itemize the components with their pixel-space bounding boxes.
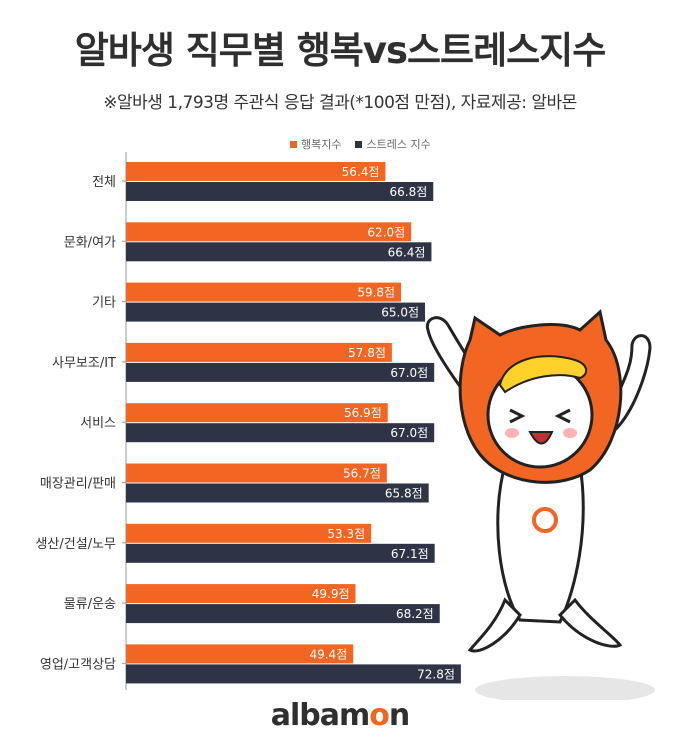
bar-happiness <box>126 463 387 483</box>
bar-happiness <box>126 523 372 543</box>
bar-happiness <box>126 584 356 604</box>
bar-happiness <box>126 162 386 181</box>
data-label-stress: 72.8점 <box>417 667 455 681</box>
data-label-happiness: 53.3점 <box>327 527 365 541</box>
category-label: 전체 <box>92 175 116 190</box>
data-label-happiness: 56.9점 <box>344 406 382 420</box>
bar-stress <box>126 182 434 201</box>
category-label: 생산/건설/노무 <box>35 537 116 552</box>
data-label-happiness: 57.8점 <box>348 346 386 360</box>
bar-happiness <box>126 403 388 423</box>
category-label: 문화/여가 <box>64 235 116 250</box>
bar-stress <box>126 423 435 443</box>
albamon-logo: albamon <box>270 698 411 733</box>
data-label-stress: 67.1점 <box>391 547 429 561</box>
data-label-stress: 65.0점 <box>381 306 419 320</box>
mascot-illustration <box>425 309 655 700</box>
legend-swatch-happiness <box>290 140 297 148</box>
category-label: 물류/운송 <box>64 597 116 612</box>
data-label-happiness: 49.9점 <box>312 587 350 601</box>
bar-happiness <box>126 644 354 664</box>
bar-stress <box>126 543 435 563</box>
category-label: 영업/고객상담 <box>40 657 116 672</box>
data-label-stress: 65.8점 <box>385 487 423 501</box>
page-subtitle: ※알바생 1,793명 주관식 응답 결과(*100점 만점), 자료제공: 알… <box>103 93 577 113</box>
data-label-stress: 67.0점 <box>390 366 428 380</box>
data-label-happiness: 62.0점 <box>367 225 405 239</box>
category-label: 기타 <box>92 296 116 311</box>
legend-label-stress: 스트레스 지수 <box>366 138 431 151</box>
legend-item-stress: 스트레스 지수 <box>355 136 431 152</box>
data-label-happiness: 56.7점 <box>343 467 381 481</box>
bar-stress <box>126 483 429 503</box>
data-label-happiness: 56.4점 <box>342 165 380 179</box>
bar-stress <box>126 664 461 684</box>
category-label: 서비스 <box>80 416 116 431</box>
data-label-stress: 66.4점 <box>388 245 426 259</box>
bar-stress <box>126 604 440 624</box>
bar-happiness <box>126 282 402 302</box>
data-label-stress: 66.8점 <box>390 185 428 199</box>
data-label-stress: 67.0점 <box>390 426 428 440</box>
legend-item-happiness: 행복지수 <box>290 136 341 152</box>
data-label-happiness: 59.8점 <box>357 286 395 300</box>
bar-stress <box>126 242 432 262</box>
category-label: 사무보조/IT <box>52 356 116 371</box>
chart-legend: 행복지수 스트레스 지수 <box>290 136 431 152</box>
data-label-stress: 68.2점 <box>396 607 434 621</box>
bar-stress <box>126 362 435 382</box>
legend-swatch-stress <box>355 140 363 148</box>
data-label-happiness: 49.4점 <box>309 647 347 661</box>
page-title: 알바생 직무별 행복vs스트레스지수 <box>74 29 606 72</box>
bar-happiness <box>126 222 412 242</box>
bar-happiness <box>126 342 392 362</box>
legend-label-happiness: 행복지수 <box>301 138 342 151</box>
category-label: 매장관리/판매 <box>40 477 116 492</box>
bar-stress <box>126 302 425 322</box>
